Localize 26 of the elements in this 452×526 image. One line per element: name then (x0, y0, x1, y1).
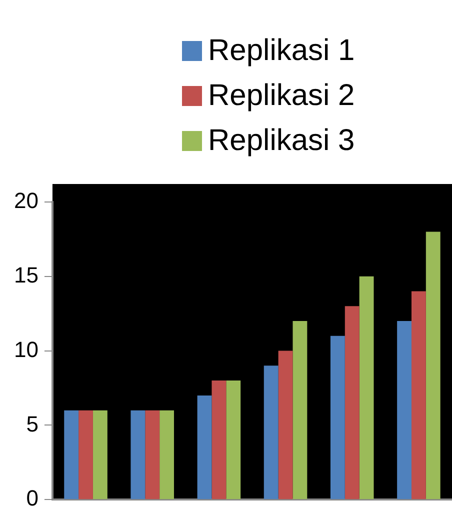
bar (278, 350, 293, 500)
bar (359, 276, 374, 500)
legend-label: Replikasi 3 (208, 123, 355, 159)
bar (226, 380, 241, 500)
y-tick-label: 20 (14, 188, 38, 214)
y-tick-label: 5 (26, 411, 38, 436)
bar (344, 306, 360, 500)
bar (78, 410, 93, 500)
bar (197, 395, 212, 500)
bar (160, 410, 174, 500)
y-tick-label: 0 (26, 486, 38, 511)
bar (264, 366, 278, 500)
bar (330, 336, 345, 500)
bar (64, 410, 79, 500)
bar (92, 410, 108, 500)
y-tick-label: 15 (14, 262, 38, 288)
legend-label: Replikasi 1 (208, 33, 355, 69)
bar (397, 321, 412, 500)
bar (145, 410, 160, 500)
bar (212, 380, 226, 500)
legend-label: Replikasi 2 (208, 78, 355, 114)
bar (130, 410, 146, 500)
bar (426, 232, 440, 500)
bar (411, 291, 426, 500)
y-tick-label: 10 (14, 336, 38, 362)
bar (292, 321, 308, 500)
